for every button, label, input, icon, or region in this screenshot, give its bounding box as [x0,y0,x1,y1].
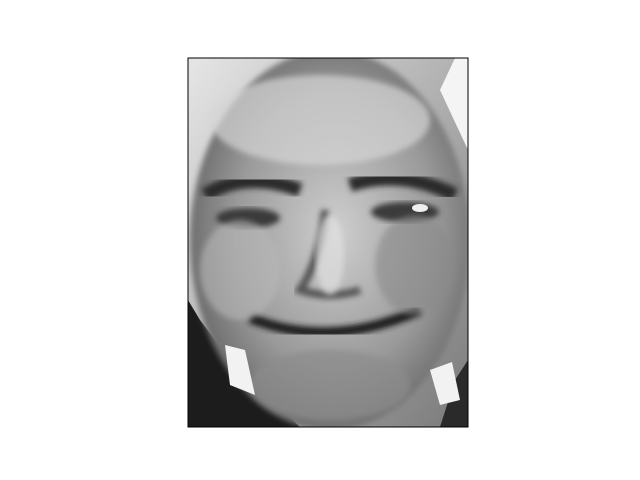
face-image [188,58,468,427]
axes-frame [187,57,469,428]
